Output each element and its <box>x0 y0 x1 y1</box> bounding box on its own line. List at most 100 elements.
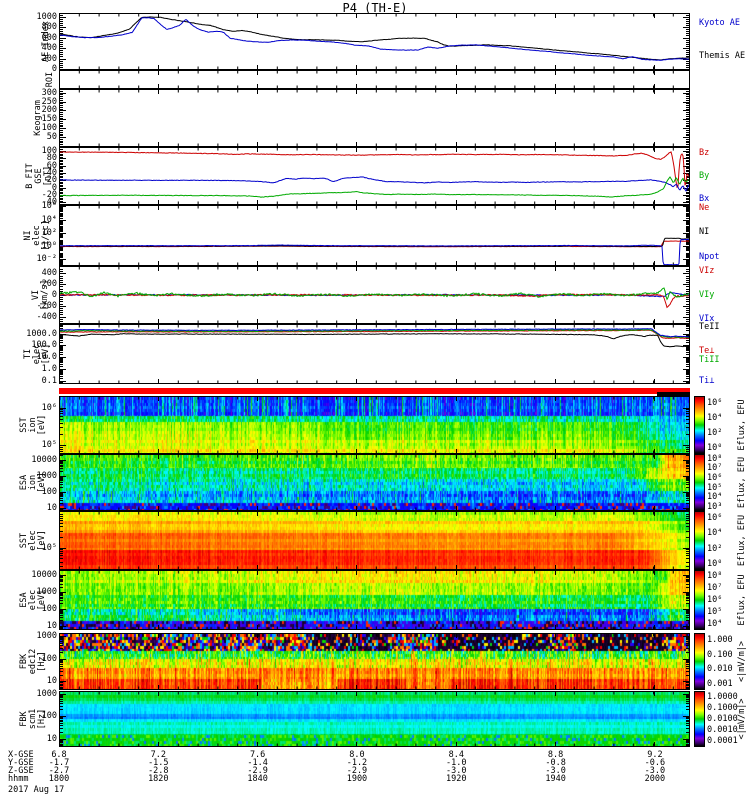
colorbar-tick-label: 0.0100 <box>707 714 738 724</box>
series-label-Bx: Bx <box>699 194 710 205</box>
date-label: 2017 Aug 17 <box>8 785 65 795</box>
axis-label-line: [eV] <box>37 414 47 436</box>
y-axis-label-fbk1: FBK edc12 [Hz] <box>19 633 47 690</box>
ephemeris-value: 8.8 <box>547 750 564 760</box>
ephemeris-value: 1940 <box>545 774 566 784</box>
series-Bz <box>60 151 690 189</box>
y-tick-label: 10⁵ <box>41 440 57 451</box>
plot-area-keogram <box>59 89 690 147</box>
y-tick-label: 10 <box>46 676 57 687</box>
y-tick-label: 10⁴ <box>41 214 57 225</box>
ephemeris-value: -2.9 <box>247 766 268 776</box>
axis-label-line: ROI <box>45 71 55 88</box>
series-label-By: By <box>699 171 710 181</box>
colorbar-tick-label: 10⁶ <box>707 513 723 524</box>
y-tick-label: 10² <box>41 227 57 238</box>
colorbar-tick-label: 10⁵ <box>707 607 723 617</box>
panel-roi <box>59 70 690 89</box>
y-tick-label: 800 <box>41 22 57 33</box>
y-tick-label: 100 <box>41 711 57 722</box>
panel-ti <box>59 324 690 384</box>
series-label-VIy: VIy <box>699 290 715 300</box>
series-label-Kyoto AE: Kyoto AE <box>699 18 740 29</box>
y-tick-label: 10000 <box>31 454 57 465</box>
ephemeris-value: 8.0 <box>349 750 365 760</box>
y-tick-label: 10.0 <box>36 352 57 363</box>
y-tick-label: 100 <box>41 604 57 614</box>
series-label-Te⊥: Te⊥ <box>699 346 715 356</box>
panel-ae <box>59 13 690 70</box>
plot-area-bfit <box>59 147 690 205</box>
series-Themis AE <box>59 16 690 61</box>
colorbar-tick-label: 10⁴ <box>707 492 723 503</box>
y-tick-label: 250 <box>41 96 57 107</box>
colorbar-tick-label: 10⁴ <box>707 619 723 629</box>
ephemeris-value: 1840 <box>247 774 268 784</box>
axis-label-line: [nT] <box>43 165 53 187</box>
y-tick-label: -400 <box>36 311 57 322</box>
y-tick-label: 1000.0 <box>26 328 57 339</box>
colorbar-tick-label: 10⁰ <box>707 443 723 454</box>
y-tick-label: 200 <box>41 53 57 64</box>
plot-area-ae <box>59 13 690 70</box>
y-tick-label: 100 <box>41 145 57 156</box>
ephemeris-value: 1820 <box>148 774 169 784</box>
series-label-Ne: Ne <box>699 203 710 214</box>
colorbar-tick-label: 0.0001 <box>707 736 738 747</box>
colorbar-unit-esa_ion: Eflux, EFU <box>737 454 747 511</box>
colorbar-esa_elec <box>694 570 705 630</box>
colorbar-tick-label: 10⁸ <box>707 453 723 464</box>
axis-label-line: [km/s] <box>40 279 50 311</box>
axes-fbk2 <box>59 691 690 747</box>
y-tick-label: 10⁵ <box>41 542 57 553</box>
spectrogram-sst_elec <box>60 512 689 569</box>
axis-label-line: Eflux, EFU <box>737 514 747 567</box>
axis-label-line: [eV] <box>37 530 47 551</box>
colorbar-tick-label: 10⁴ <box>707 528 723 539</box>
panel-keogram <box>59 89 690 147</box>
y-tick-label: 1000 <box>36 470 57 481</box>
ephemeris-value: 1900 <box>346 774 368 784</box>
ephemeris-value: -0.8 <box>545 758 566 768</box>
y-tick-label: 0.1 <box>41 376 57 387</box>
ephemeris-value: -2.8 <box>148 766 169 776</box>
panel-sst_ion <box>59 396 690 454</box>
axes-esa_elec <box>59 570 690 630</box>
y-tick-label: 1.0 <box>41 364 57 375</box>
y-axis-label-sst_elec: SST elec [eV] <box>19 511 47 570</box>
ephemeris-value: -1.5 <box>148 758 169 768</box>
axes-sst_elec <box>59 511 690 570</box>
axis-label-line: [eV] <box>37 589 47 611</box>
y-tick-label: 150 <box>41 114 57 125</box>
y-tick-label: 0 <box>51 64 57 74</box>
y-axis-label-ni: NI elec [1/cc] <box>23 205 51 266</box>
colorbar-tick-label: 0.100 <box>707 649 733 660</box>
colorbar-tick-label: 0.001 <box>707 679 733 690</box>
ephemeris-row-label: Z-GSE <box>8 766 34 776</box>
colorbar-tick-label: 10⁶ <box>707 472 723 483</box>
y-tick-label: 50 <box>46 132 57 143</box>
panel-ni <box>59 205 690 266</box>
ephemeris-value: -0.6 <box>644 758 666 768</box>
plot-title: P4 (TH-E) <box>342 1 408 15</box>
y-axis-label-bfit: B FIT GSE [nT] <box>25 147 53 205</box>
plot-area-roi <box>59 70 690 89</box>
colorbar-tick-label: 10⁶ <box>707 397 723 408</box>
y-tick-label: 600 <box>41 32 57 43</box>
ephemeris-value: 2000 <box>644 774 666 784</box>
axis-label-line: [eV] <box>41 343 51 365</box>
colorbar-sst_ion <box>694 396 705 454</box>
series-label-Npot: Npot <box>699 251 720 262</box>
y-tick-label: 100 <box>41 123 57 134</box>
series-VIy <box>59 287 690 301</box>
ephemeris-value: -1.4 <box>247 758 268 768</box>
colorbar-tick-label: 10⁸ <box>707 571 723 581</box>
colorbar-unit-fbk1: <|mV/m|> <box>737 633 747 690</box>
ephemeris-value: -2.7 <box>48 766 70 776</box>
plot-area-ti <box>59 324 690 384</box>
y-tick-label: 100.0 <box>31 340 57 351</box>
series-Kyoto AE <box>60 17 689 61</box>
plot-area-ni <box>59 205 690 266</box>
series-label-VIz: VIz <box>699 265 715 276</box>
series-Bx <box>59 176 690 192</box>
